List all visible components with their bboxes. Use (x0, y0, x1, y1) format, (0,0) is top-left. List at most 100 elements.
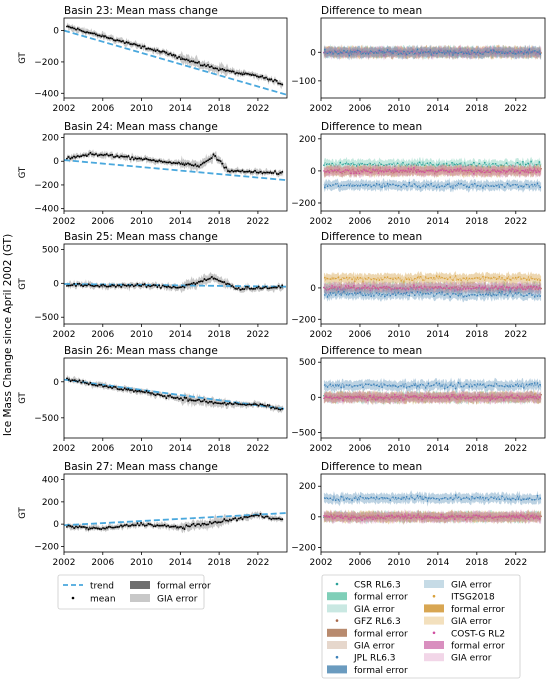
diff-point (344, 515, 347, 518)
diff-point (411, 50, 413, 53)
diff-point (403, 385, 405, 388)
mean-point (246, 285, 249, 288)
diff-point (504, 397, 507, 399)
diff-point (433, 185, 435, 187)
diff-point (488, 516, 491, 519)
mean-point (134, 284, 137, 287)
diff-point (429, 514, 432, 517)
diff-point (399, 397, 402, 399)
diff-point (394, 184, 397, 187)
diff-point (405, 398, 408, 401)
mean-point (259, 513, 262, 515)
mean-point (239, 403, 242, 406)
diff-point (418, 170, 421, 173)
y-tick-label: 200 (299, 482, 316, 492)
diff-point (400, 186, 402, 188)
mean-point (219, 521, 222, 524)
y-tick-label: 0 (53, 279, 59, 289)
mean-point (102, 154, 104, 157)
diff-point (483, 171, 486, 174)
mean-point (140, 521, 142, 524)
diff-point (405, 495, 408, 498)
diff-point (370, 295, 372, 297)
diff-point (364, 183, 367, 186)
diff-point (462, 516, 464, 518)
diff-point (328, 285, 331, 288)
mean-point (91, 284, 94, 287)
diff-point (408, 497, 411, 500)
y-tick-label: 0 (53, 157, 59, 167)
mean-point (179, 397, 182, 400)
diff-point (523, 277, 525, 279)
diff-point (511, 165, 513, 167)
diff-point (487, 277, 490, 279)
legend-swatch-patch (424, 653, 444, 662)
diff-point (358, 172, 361, 175)
mean-point (114, 155, 117, 158)
mean-point (172, 397, 175, 399)
x-tick-label: 2006 (349, 444, 372, 454)
diff-point (411, 291, 413, 294)
diff-point (416, 48, 419, 51)
mean-point (192, 399, 195, 402)
mean-point (84, 526, 86, 529)
diff-point (331, 394, 333, 397)
diff-point (391, 163, 393, 166)
diff-point (526, 168, 529, 171)
diff-point (422, 185, 424, 187)
diff-point (385, 285, 388, 288)
mean-point (149, 47, 152, 50)
diff-point (508, 52, 511, 55)
diff-point (493, 185, 495, 188)
diff-point (374, 169, 377, 171)
diff-point (361, 170, 363, 173)
diff-point (377, 515, 380, 517)
diff-point (487, 384, 490, 387)
legend-label: formal error (354, 666, 408, 676)
mean-point (178, 398, 180, 400)
diff-point (508, 396, 511, 398)
diff-point (514, 276, 517, 279)
mean-point (257, 171, 260, 174)
diff-point (351, 499, 353, 502)
diff-point (369, 516, 372, 519)
mean-point (147, 391, 150, 394)
diff-point (486, 169, 489, 172)
diff-point (361, 50, 363, 53)
mean-point (192, 60, 195, 63)
diff-point (350, 396, 352, 398)
diff-point (446, 386, 449, 389)
diff-point (364, 278, 367, 280)
diff-point (432, 54, 434, 56)
mean-point (216, 402, 218, 405)
diff-point (482, 383, 484, 386)
diff-point (384, 518, 387, 520)
legend-item: ITSG2018 (432, 593, 495, 603)
mean-point (176, 526, 179, 529)
diff-point (325, 171, 328, 173)
diff-point (385, 394, 388, 397)
diff-point (448, 287, 451, 290)
diff-point (503, 293, 506, 296)
mean-point (207, 159, 209, 162)
mean-point (265, 404, 267, 407)
diff-point (396, 162, 399, 165)
diff-point (345, 276, 348, 279)
diff-point (449, 296, 452, 298)
diff-point (416, 494, 419, 497)
diff-point (519, 163, 522, 165)
mean-point (154, 525, 157, 528)
x-tick-label: 2010 (130, 217, 153, 227)
diff-point (479, 52, 482, 55)
legend-swatch-patch (130, 594, 150, 602)
diff-point (403, 398, 406, 401)
mean-point (228, 518, 231, 521)
diff-point (380, 396, 382, 399)
mean-point (105, 385, 108, 387)
x-tick-label: 2014 (169, 104, 192, 114)
diff-point (438, 291, 441, 294)
diff-point (348, 277, 351, 279)
mean-point (104, 153, 106, 156)
mean-point (217, 521, 220, 524)
